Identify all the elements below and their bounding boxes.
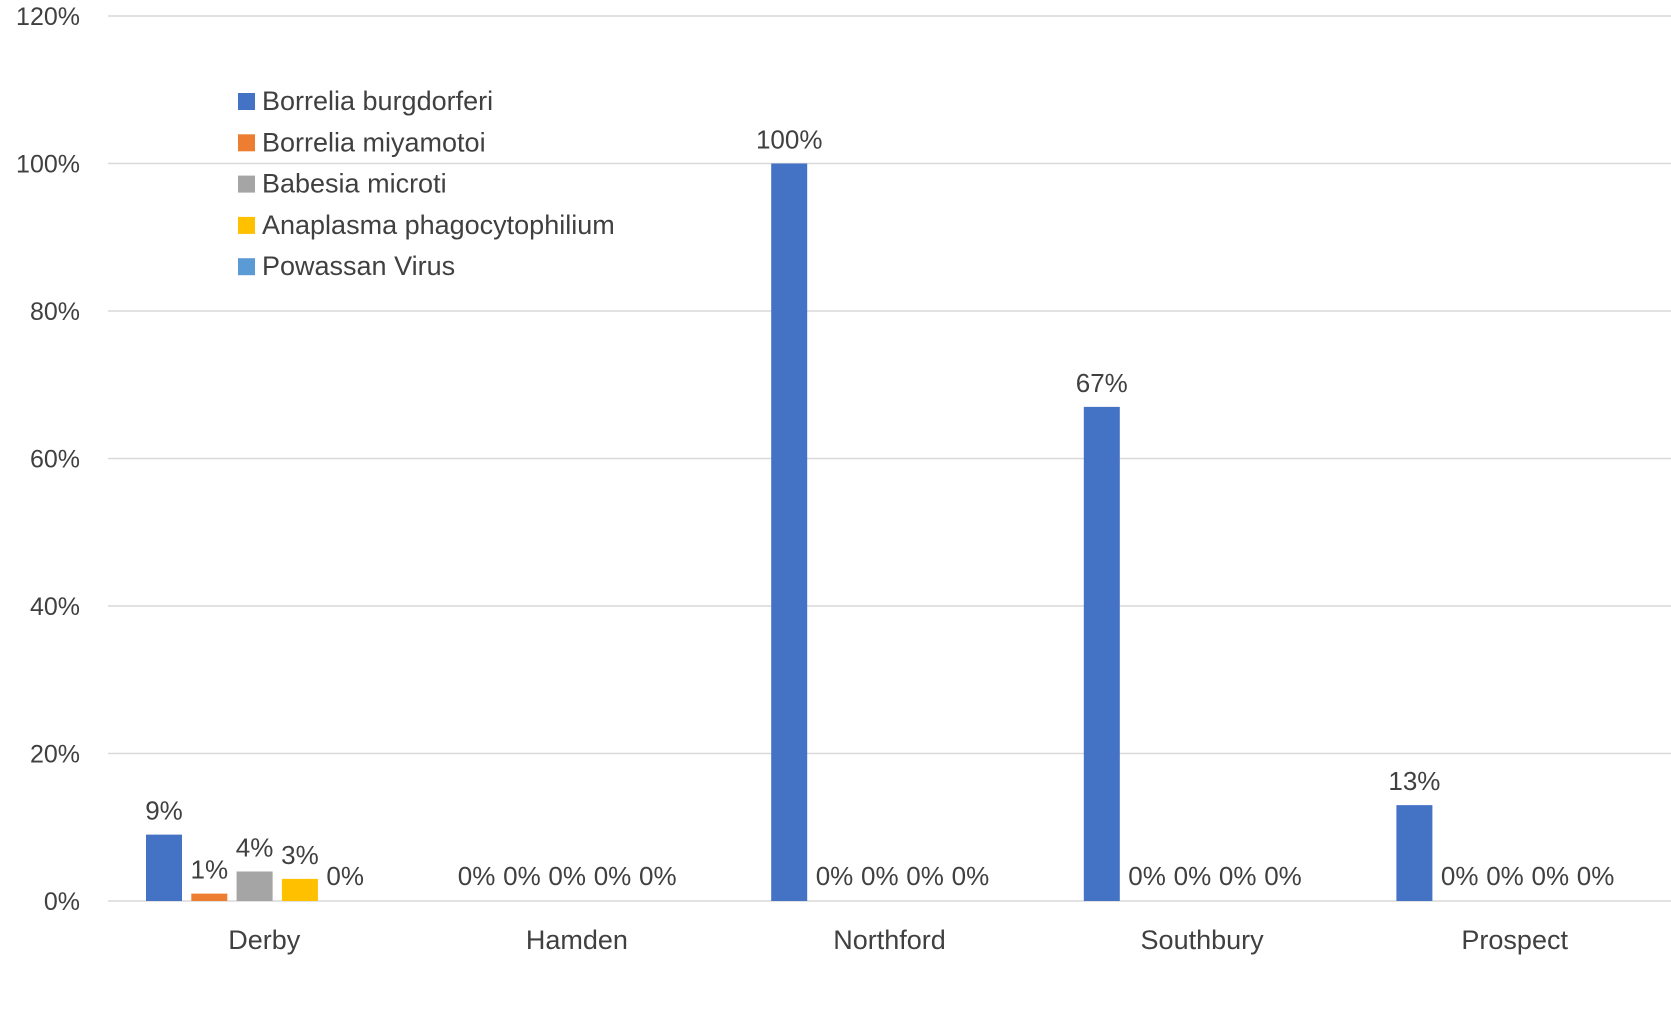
y-tick-label: 0%	[44, 888, 80, 916]
data-label: 0%	[816, 861, 854, 891]
legend-label: Borrelia miyamotoi	[262, 127, 486, 157]
bar-derby-1	[191, 893, 228, 901]
data-label: 13%	[1388, 766, 1440, 796]
data-label: 0%	[639, 861, 677, 891]
x-category-label: Southbury	[1141, 925, 1265, 955]
data-label: 3%	[281, 840, 319, 870]
bar-derby-0	[146, 834, 182, 901]
data-label: 0%	[1219, 861, 1257, 891]
legend-label: Babesia microti	[262, 169, 447, 199]
legend-swatch	[238, 134, 255, 152]
x-category-label: Prospect	[1461, 925, 1568, 955]
data-label: 0%	[548, 861, 586, 891]
data-label: 0%	[458, 861, 496, 891]
data-label: 0%	[1264, 861, 1302, 891]
bar-prospect-0	[1396, 805, 1433, 901]
legend: Borrelia burgdorferi Borrelia miyamotoi Ba…	[238, 86, 615, 281]
data-label: 0%	[1128, 861, 1166, 891]
gridlines	[108, 15, 1671, 902]
y-tick-label: 120%	[16, 3, 80, 31]
data-labels: 9%1%4% 3%0% 0% 0% 0% 0% 0%100%0% 0% 0% 0%67%0% 0% 0…	[145, 125, 1614, 892]
x-category-label: Derby	[228, 925, 301, 955]
legend-swatch	[238, 175, 255, 193]
bar-southbury-0	[1083, 406, 1120, 901]
legend-swatch	[238, 258, 255, 276]
bar-derby-2	[236, 871, 273, 901]
bars	[146, 163, 1433, 901]
data-label: 1%	[191, 855, 229, 885]
y-tick-label: 100%	[16, 151, 80, 179]
data-label: 4%	[236, 833, 274, 863]
data-label: 0%	[1532, 861, 1570, 891]
data-label: 0%	[1174, 861, 1212, 891]
y-tick-label: 80%	[30, 298, 80, 326]
x-category-label: Hamden	[526, 925, 628, 955]
legend-label: Powassan Virus	[262, 251, 455, 281]
data-label: 9%	[145, 796, 183, 826]
y-tick-label: 40%	[30, 593, 80, 621]
bar-northford-0	[771, 163, 808, 901]
x-category-label: Northford	[833, 925, 946, 955]
data-label: 0%	[594, 861, 632, 891]
legend-swatch	[238, 216, 255, 234]
data-label: 0%	[861, 861, 899, 891]
data-label: 0%	[1577, 861, 1615, 891]
y-tick-label: 20%	[30, 741, 80, 769]
data-label: 0%	[503, 861, 541, 891]
legend-label: Anaplasma phagocytophilium	[262, 210, 615, 240]
data-label: 0%	[1486, 861, 1524, 891]
data-label: 67%	[1076, 368, 1128, 398]
data-label: 0%	[326, 861, 364, 891]
x-axis-categories: Derby Hamden Northford Southbury Prospect	[228, 925, 1568, 955]
data-label: 100%	[756, 125, 823, 155]
legend-swatch	[238, 93, 255, 110]
y-axis-ticks: 0% 20% 40% 60% 80% 100% 120%	[16, 3, 80, 916]
bar-derby-3	[281, 878, 318, 901]
y-tick-label: 60%	[30, 446, 80, 474]
data-label: 0%	[906, 861, 944, 891]
data-label: 0%	[952, 861, 990, 891]
data-label: 0%	[1441, 861, 1479, 891]
legend-label: Borrelia burgdorferi	[262, 86, 493, 116]
